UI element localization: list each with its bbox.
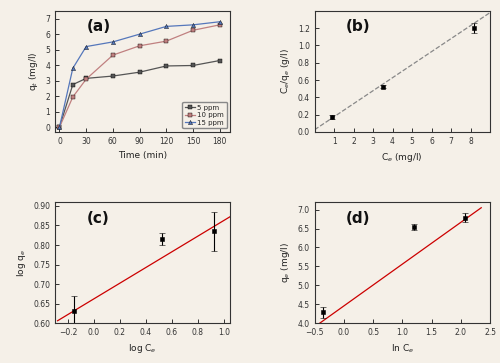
10 ppm <box>70 95 76 99</box>
Line: 15 ppm: 15 ppm <box>58 20 222 129</box>
Text: (c): (c) <box>86 211 110 225</box>
Text: (b): (b) <box>346 19 371 34</box>
Text: (d): (d) <box>346 211 370 225</box>
10 ppm <box>136 44 142 48</box>
15 ppm <box>164 24 170 29</box>
10 ppm <box>190 28 196 32</box>
Text: (a): (a) <box>86 19 110 34</box>
Legend: 5 ppm, 10 ppm, 15 ppm: 5 ppm, 10 ppm, 15 ppm <box>182 102 227 129</box>
5 ppm <box>216 58 222 63</box>
Line: 5 ppm: 5 ppm <box>58 58 222 129</box>
X-axis label: C$_e$ (mg/l): C$_e$ (mg/l) <box>382 151 423 164</box>
Line: 10 ppm: 10 ppm <box>58 23 222 129</box>
10 ppm <box>216 23 222 27</box>
5 ppm <box>136 70 142 74</box>
X-axis label: Time (min): Time (min) <box>118 151 168 160</box>
5 ppm <box>70 82 76 87</box>
15 ppm <box>83 44 89 49</box>
15 ppm <box>70 66 76 70</box>
Y-axis label: q$_t$ (mg/l): q$_t$ (mg/l) <box>26 52 40 91</box>
5 ppm <box>56 125 62 130</box>
10 ppm <box>164 39 170 43</box>
5 ppm <box>164 64 170 68</box>
Y-axis label: C$_e$/q$_e$ (g/l): C$_e$/q$_e$ (g/l) <box>279 49 292 94</box>
15 ppm <box>190 23 196 27</box>
15 ppm <box>216 20 222 24</box>
5 ppm <box>83 76 89 81</box>
10 ppm <box>110 53 116 57</box>
X-axis label: log C$_e$: log C$_e$ <box>128 342 157 355</box>
X-axis label: ln C$_e$: ln C$_e$ <box>391 342 414 355</box>
5 ppm <box>190 63 196 68</box>
Y-axis label: q$_e$ (mg/l): q$_e$ (mg/l) <box>279 242 292 283</box>
10 ppm <box>83 77 89 81</box>
15 ppm <box>136 32 142 36</box>
Y-axis label: log q$_e$: log q$_e$ <box>14 249 28 277</box>
15 ppm <box>56 125 62 130</box>
10 ppm <box>56 125 62 130</box>
15 ppm <box>110 40 116 44</box>
5 ppm <box>110 74 116 78</box>
